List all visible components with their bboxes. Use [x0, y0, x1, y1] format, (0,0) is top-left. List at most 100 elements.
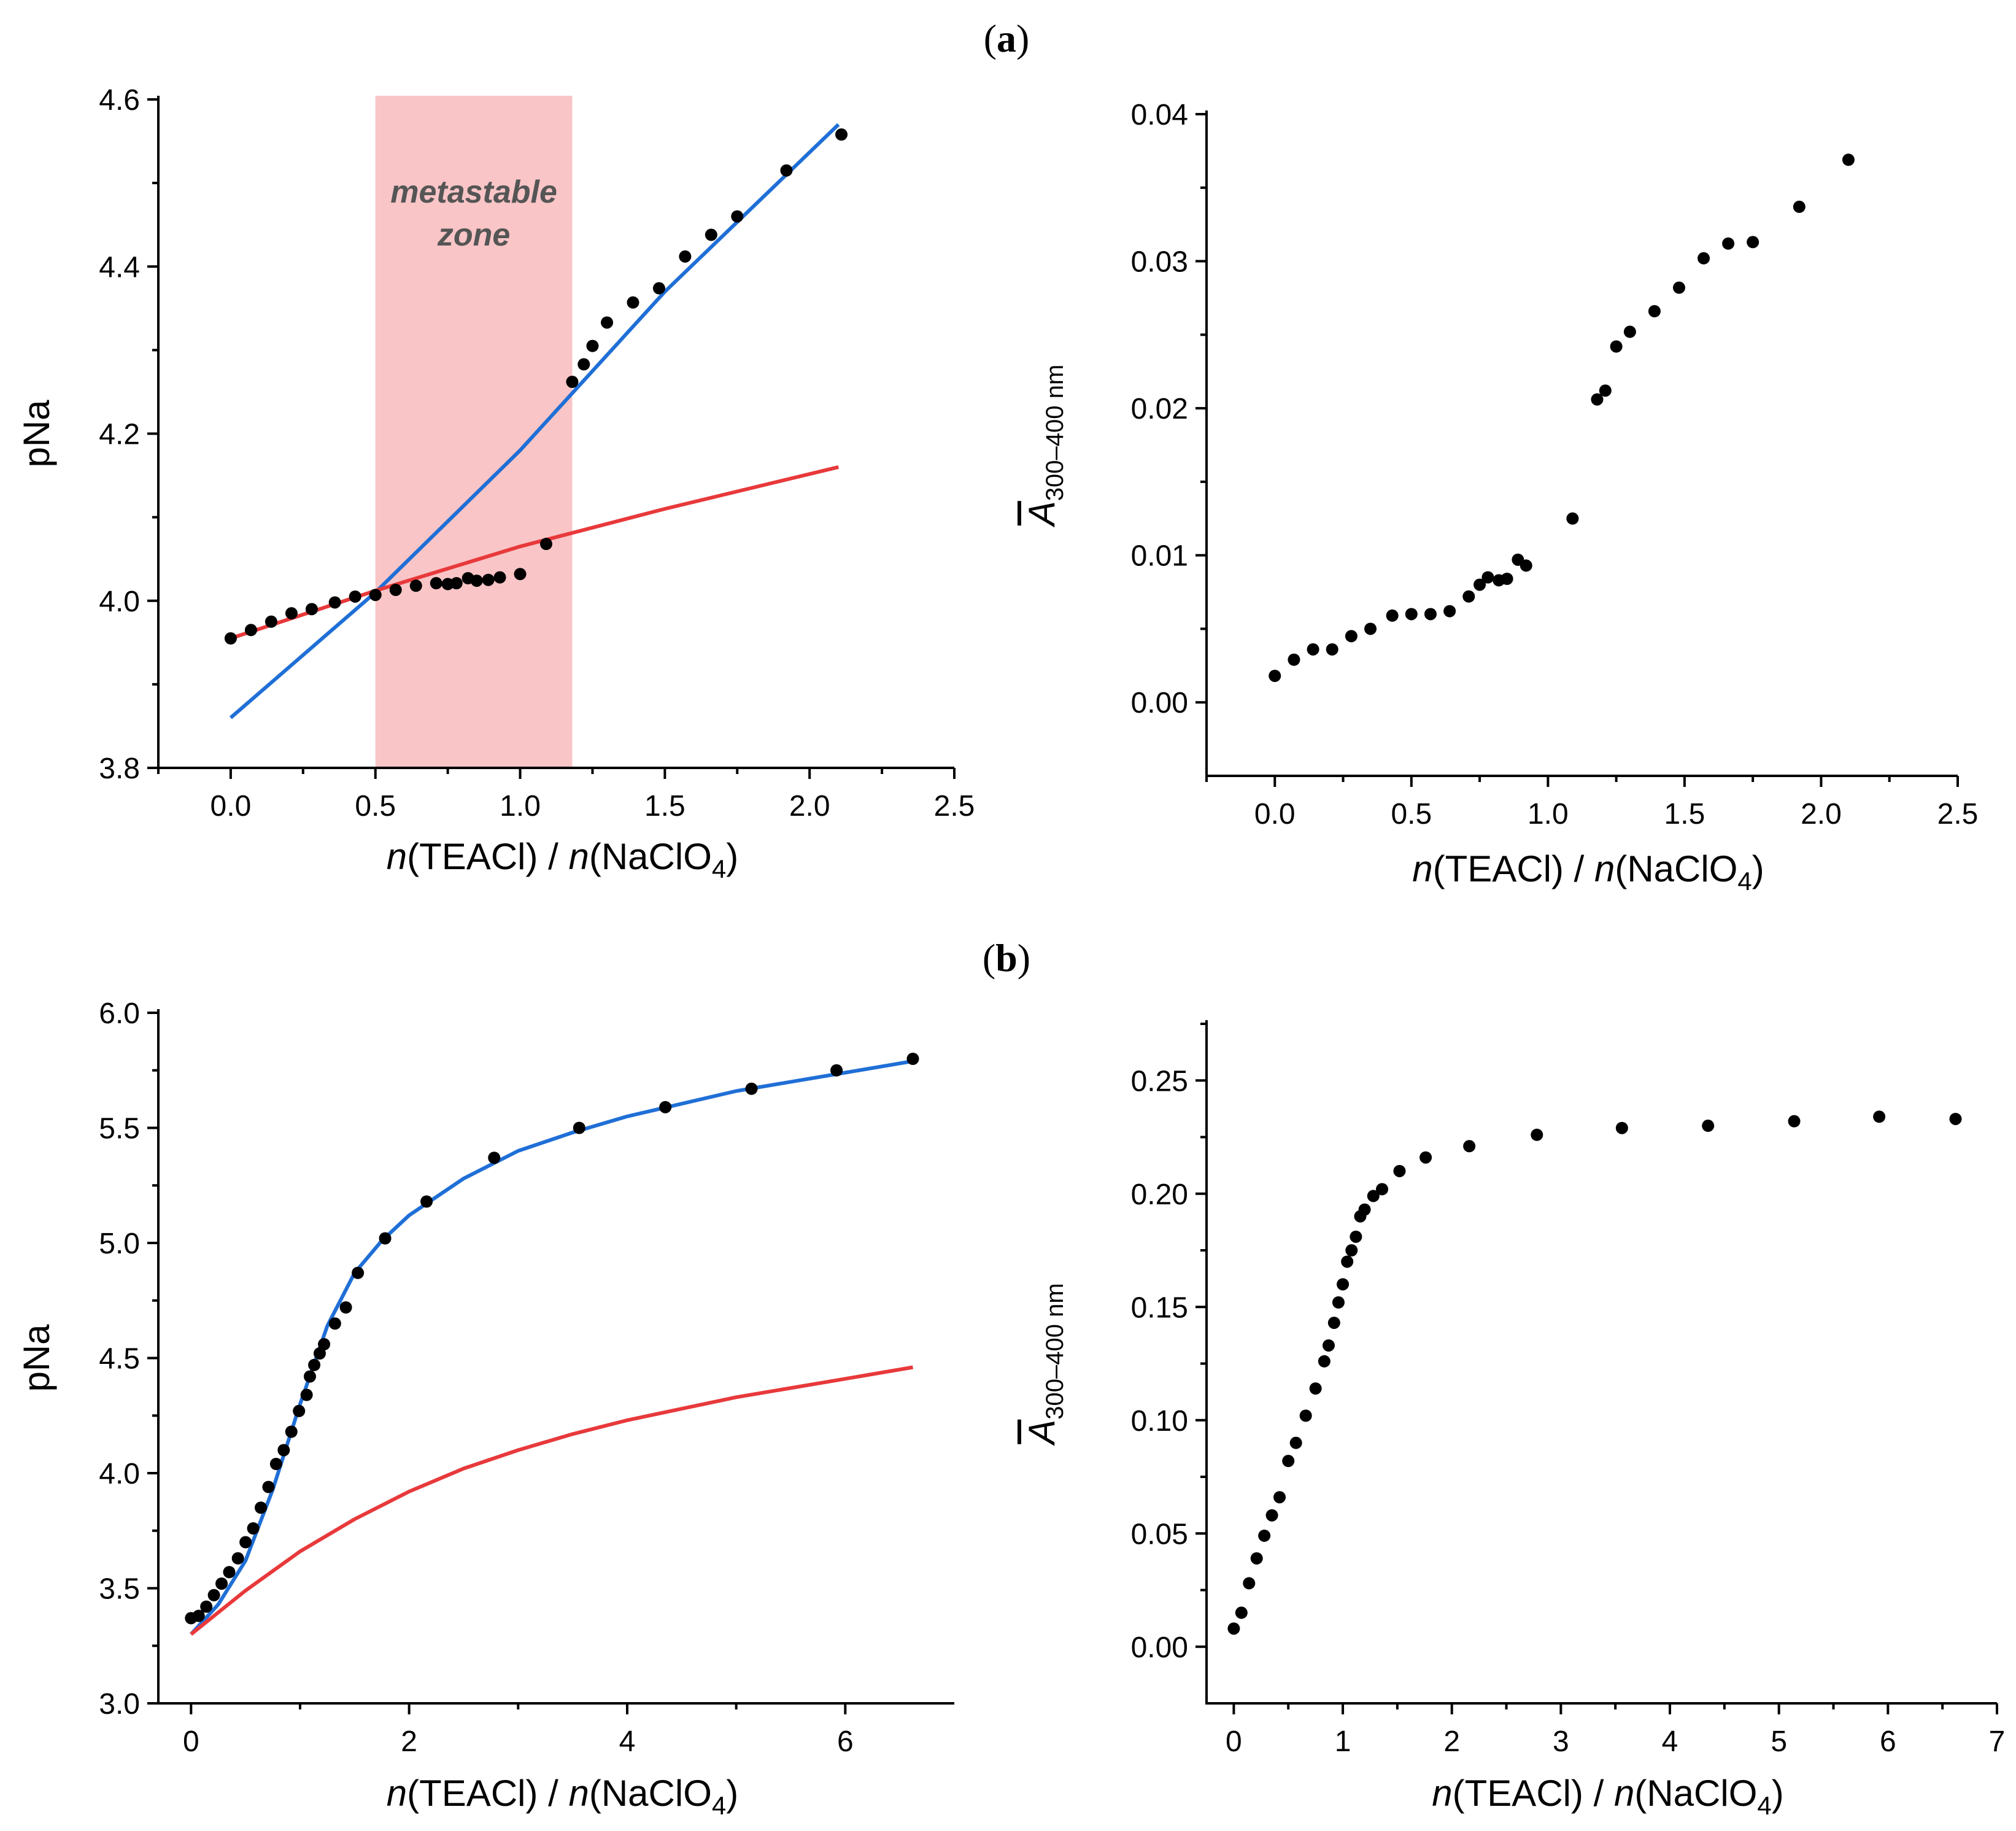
x-tick-label: 0.0: [210, 790, 252, 823]
y-tick-label: 0.15: [1131, 1291, 1188, 1324]
data-point: [906, 1053, 919, 1065]
data-point: [300, 1388, 313, 1401]
x-tick-label: 1: [1335, 1725, 1351, 1758]
data-point: [1341, 1255, 1354, 1268]
y-tick-label: 4.0: [99, 1458, 140, 1490]
y-tick-label: 5.5: [99, 1113, 140, 1145]
data-point: [293, 1404, 306, 1417]
data-point: [627, 296, 639, 309]
x-tick-label: 6: [837, 1725, 854, 1758]
data-point: [1273, 1491, 1286, 1504]
x-tick-label: 0.0: [1254, 798, 1296, 830]
x-tick-label: 1.5: [644, 790, 686, 823]
y-tick-label: 4.0: [99, 586, 140, 618]
data-point: [1358, 1203, 1371, 1216]
data-point: [1364, 622, 1377, 635]
panel-a-label: (a): [984, 17, 1030, 60]
y-tick-label: 0.04: [1131, 99, 1188, 131]
data-point: [1419, 1151, 1432, 1164]
x-tick-label: 2.5: [1937, 798, 1979, 830]
data-point: [780, 164, 793, 177]
data-point: [269, 1458, 282, 1470]
data-point: [830, 1064, 843, 1077]
data-point: [1462, 590, 1475, 603]
data-point: [573, 1121, 585, 1134]
data-point: [1949, 1112, 1962, 1125]
data-point: [328, 596, 341, 609]
data-point: [1288, 653, 1300, 666]
data-point: [328, 1317, 341, 1330]
x-tick-label: 2: [1443, 1725, 1460, 1758]
data-point: [1842, 153, 1855, 166]
y-axis-title: A300–400 nm: [1021, 1283, 1068, 1446]
data-point: [493, 571, 506, 584]
data-point: [1615, 1121, 1628, 1134]
data-point: [586, 339, 599, 352]
data-point: [1623, 325, 1636, 338]
data-point: [192, 1609, 205, 1622]
data-point: [262, 1481, 275, 1493]
zone-label-line1: metastable: [390, 174, 557, 210]
x-tick-label: 7: [1989, 1725, 2006, 1758]
data-point: [1269, 670, 1281, 683]
data-point: [1673, 281, 1686, 294]
y-tick-label: 6.0: [99, 997, 140, 1030]
data-point: [659, 1101, 672, 1113]
x-axis-title: n(TEACl) / n(NaClO4): [1432, 1773, 1783, 1820]
chart-a-left: metastable zone 0.0 0.5 1.0 1.5 2.0 2.5 3.8 4.0 4.…: [16, 84, 975, 883]
data-point: [577, 358, 590, 371]
y-tick-label: 4.4: [99, 251, 140, 284]
x-axis-title: n(TEACl) / n(NaClO4): [387, 1773, 738, 1820]
data-point: [379, 1232, 392, 1245]
data-point: [1345, 1244, 1358, 1256]
x-tick-label: 1.5: [1664, 798, 1705, 830]
data-point: [1345, 630, 1358, 643]
y-tick-label: 4.5: [99, 1343, 140, 1376]
data-point: [1322, 1339, 1335, 1352]
blue-fit-line: [190, 1059, 914, 1636]
data-point: [745, 1082, 758, 1095]
data-point: [1282, 1455, 1295, 1468]
data-point: [303, 1370, 316, 1383]
y-tick-label: 4.2: [99, 419, 140, 451]
data-point: [223, 1566, 236, 1579]
data-point: [1566, 512, 1579, 525]
data-point: [1227, 1622, 1240, 1635]
data-point: [285, 607, 298, 620]
data-point: [389, 584, 402, 597]
x-tick-label: 3: [1553, 1725, 1569, 1758]
y-axis-title: pNa: [16, 400, 57, 468]
data-point: [1350, 1230, 1362, 1243]
data-point: [224, 632, 237, 645]
data-point: [265, 615, 277, 628]
x-tick-label: 5: [1771, 1725, 1787, 1758]
data-point: [339, 1301, 352, 1314]
data-point: [731, 210, 744, 223]
data-point: [1531, 1128, 1543, 1141]
data-point: [514, 568, 527, 581]
x-tick-label: 0: [183, 1725, 199, 1758]
y-tick-label: 0.01: [1131, 540, 1188, 573]
data-point: [679, 250, 692, 263]
data-point: [1326, 643, 1338, 656]
data-point: [1367, 1190, 1380, 1202]
data-point: [601, 316, 614, 329]
data-point: [1289, 1436, 1302, 1449]
data-point: [566, 376, 579, 389]
data-point: [409, 579, 422, 592]
data-point: [1393, 1164, 1406, 1177]
data-point: [313, 1347, 326, 1360]
data-point: [1265, 1509, 1278, 1522]
data-point: [349, 590, 361, 603]
data-point: [1610, 340, 1623, 353]
y-tick-label: 0.03: [1131, 246, 1188, 279]
data-point: [215, 1577, 228, 1590]
y-tick-label: 3.0: [99, 1688, 140, 1721]
data-point: [1697, 252, 1710, 265]
data-point: [1250, 1552, 1263, 1565]
data-point: [1722, 237, 1735, 250]
data-point: [277, 1444, 290, 1457]
y-tick-label: 0.10: [1131, 1405, 1188, 1438]
data-point: [308, 1358, 321, 1371]
y-tick-label: 0.25: [1131, 1065, 1188, 1097]
